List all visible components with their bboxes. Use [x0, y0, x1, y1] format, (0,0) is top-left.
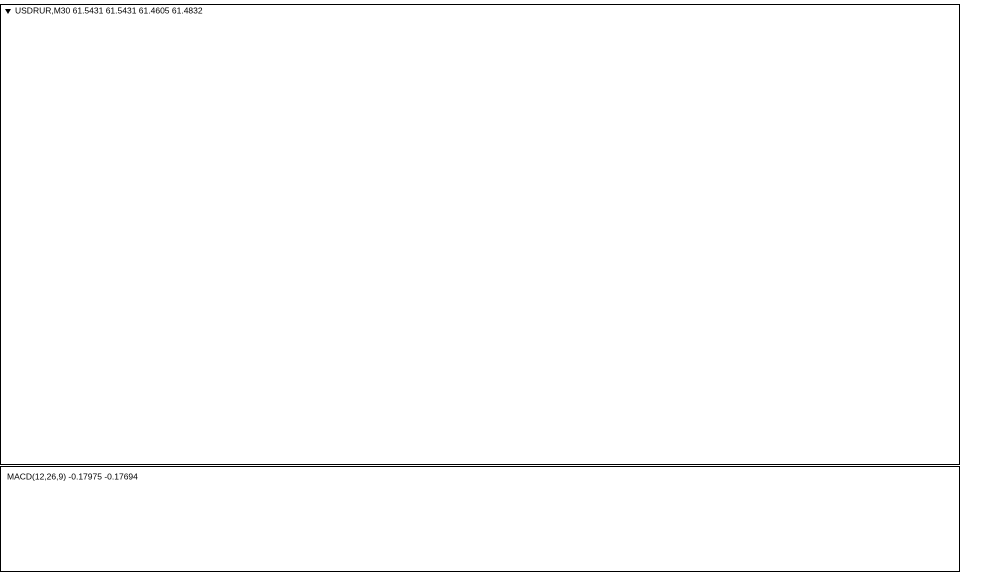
macd-title: MACD(12,26,9) -0.17975 -0.17694 [7, 471, 138, 481]
menu-icon[interactable] [5, 9, 11, 14]
chart-title: USDRUR,M30 61.5431 61.5431 61.4605 61.48… [15, 5, 203, 15]
macd-panel [0, 466, 960, 572]
main-panel [0, 4, 960, 465]
